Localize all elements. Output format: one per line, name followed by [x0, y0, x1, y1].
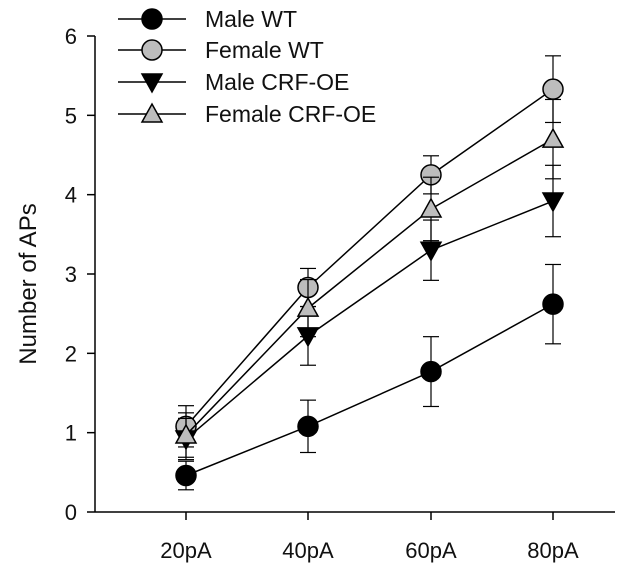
data-point — [419, 197, 443, 218]
data-point — [174, 423, 198, 444]
data-point — [297, 415, 319, 438]
data-point — [296, 296, 320, 317]
series-line — [185, 303, 554, 477]
legend: Male WT Female WT Male CRF-OE Female CRF-OE — [118, 6, 376, 127]
axes: 0 1 2 3 4 5 6 20pA 40pA 60pA 80pA — [65, 24, 615, 563]
legend-item-female-crf-oe: Female CRF-OE — [118, 101, 376, 127]
legend-label: Male WT — [205, 6, 297, 32]
y-tick-label: 2 — [65, 341, 77, 366]
legend-marker — [140, 102, 164, 123]
legend-marker — [141, 39, 163, 61]
legend-item-male-wt: Male WT — [118, 6, 297, 32]
x-tick-label: 40pA — [282, 538, 334, 563]
legend-item-female-wt: Female WT — [118, 37, 324, 63]
series-layer — [174, 55, 565, 491]
y-tick-label: 3 — [65, 262, 77, 287]
data-point — [541, 127, 565, 148]
series-line — [185, 138, 554, 436]
series-line — [185, 200, 554, 440]
legend-marker — [140, 73, 164, 94]
y-axis-title: Number of APs — [15, 203, 42, 364]
series-line — [185, 88, 554, 427]
data-point — [542, 78, 564, 100]
legend-label: Female WT — [205, 37, 324, 63]
data-point — [175, 464, 197, 487]
y-tick-label: 4 — [65, 183, 77, 208]
y-tick-label: 1 — [65, 421, 77, 446]
x-tick-label: 60pA — [405, 538, 457, 563]
data-point — [420, 360, 442, 383]
y-tick-label: 0 — [65, 500, 77, 525]
data-point — [419, 241, 443, 262]
y-tick-label: 5 — [65, 103, 77, 128]
data-point — [541, 192, 565, 213]
legend-label: Male CRF-OE — [205, 69, 349, 95]
series-male-crf-oe — [174, 164, 565, 461]
data-point — [542, 293, 564, 315]
x-tick-label: 80pA — [527, 538, 579, 563]
series-male-wt — [175, 263, 564, 491]
legend-marker — [141, 8, 163, 30]
legend-label: Female CRF-OE — [205, 101, 376, 127]
legend-item-male-crf-oe: Male CRF-OE — [118, 69, 349, 95]
y-tick-label: 6 — [65, 24, 77, 49]
x-tick-label: 20pA — [160, 538, 212, 563]
series-female-crf-oe — [174, 98, 565, 458]
